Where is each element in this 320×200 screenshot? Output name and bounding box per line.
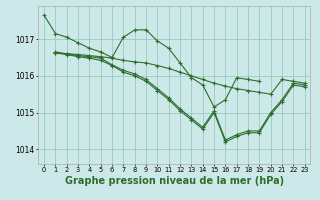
- X-axis label: Graphe pression niveau de la mer (hPa): Graphe pression niveau de la mer (hPa): [65, 176, 284, 186]
